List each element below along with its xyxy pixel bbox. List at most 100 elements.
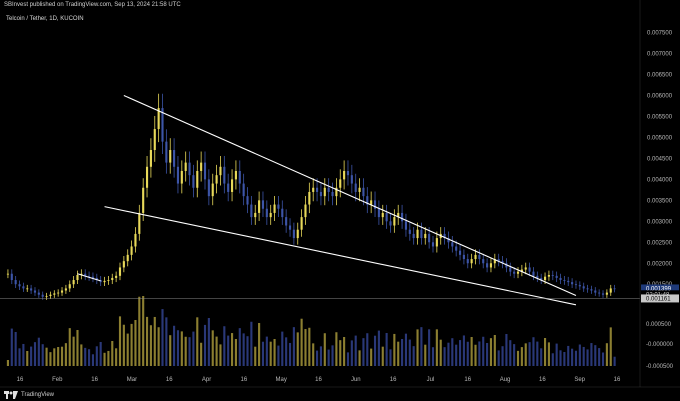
candle-body [605,292,608,295]
candle-body [466,259,469,264]
volume-bar [358,350,361,366]
volume-bar [408,339,411,366]
candle-body [161,108,164,142]
volume-bar [41,344,44,366]
candle-body [451,242,454,247]
price-tick-label: 0.005000 [647,135,673,141]
candle-body [424,233,427,239]
candle-body [462,254,465,260]
candle-body [273,204,276,213]
volume-bar [559,350,562,366]
candle-body [165,141,168,163]
candle-body [261,200,265,209]
price-tick-label: 0.002000 [647,261,673,267]
volume-bar [551,353,554,366]
candle-body [142,187,145,213]
candle-body [153,129,156,151]
volume-bar [458,340,462,366]
price-tag-bg [641,284,679,293]
candle-body [41,294,44,297]
volume-bar [304,329,307,366]
candle-body [84,273,87,276]
volume-bar [111,341,114,366]
candle-body [335,187,338,197]
candle-body [567,280,570,283]
candle-body [14,280,17,285]
candle-body [571,282,574,285]
candle-body [319,191,322,197]
volume-bar [176,330,180,366]
candle-body [428,233,431,243]
candle-body [91,276,95,278]
volume-bar [443,347,446,366]
volume-bar [238,328,241,366]
candle-body [574,284,578,286]
candle-body [563,280,566,281]
volume-bar [598,348,601,366]
candle-body [312,187,315,192]
volume-bar [462,335,465,366]
time-tick-label: 16 [315,377,322,383]
volume-bar [574,350,578,366]
candle-body [122,261,125,268]
candle-body [157,108,160,130]
price-tag-marker: 0.001161 [646,296,671,302]
candle-body [547,274,550,277]
volume-bar [254,346,257,366]
volume-bar [26,351,29,366]
candle-body [18,284,21,287]
volume-bar [64,343,67,366]
volume-bar [207,318,210,366]
candle-body [559,277,562,281]
symbol-title: Telcoin / Tether, 1D, KUCOIN [6,16,84,22]
candle-body [53,293,56,295]
volume-bar [134,320,137,366]
candle-body [138,212,141,234]
volume-bar [397,341,400,366]
volume-bar [242,333,245,366]
volume-bar [49,352,52,366]
candle-body [598,292,601,294]
volume-bars [6,296,616,366]
price-axis-bg [640,0,680,387]
volume-bar [285,337,288,366]
volume-bar [37,337,40,366]
volume-bar [103,352,106,366]
candle-body [532,271,535,276]
candle-body [420,229,423,239]
volume-bar [308,327,311,366]
candle-body [118,267,122,276]
candle-body [447,238,450,243]
candle-body [513,271,516,274]
volume-tick-label: 0.000500 [646,322,672,328]
candle-body [331,191,334,197]
volume-bar [145,316,149,366]
volume-bar [563,352,566,366]
time-tick-label: May [276,377,287,383]
volume-bar [33,342,37,366]
volume-bar [578,344,581,366]
volume-bar [331,345,334,366]
candle-body [254,212,257,218]
volume-bar [393,333,396,366]
volume-bar [227,335,230,366]
volume-bar [180,331,183,366]
trendlines [0,94,640,306]
candle-body [431,242,435,247]
price-tick-label: 0.005500 [647,114,673,120]
trendline-upper [123,94,577,297]
candle-body [443,233,446,239]
volume-bar [184,336,187,366]
price-tick-label: 0.003500 [647,198,673,204]
candle-body [516,271,520,274]
volume-bar [91,354,95,366]
volume-bar [246,336,249,366]
volume-bar [281,331,284,366]
time-tick-label: 16 [464,377,471,383]
volume-bar [350,340,353,366]
volume-bar [532,337,535,366]
candle-body [30,288,33,291]
candle-body [401,212,404,222]
time-tick-label: 16 [539,377,546,383]
